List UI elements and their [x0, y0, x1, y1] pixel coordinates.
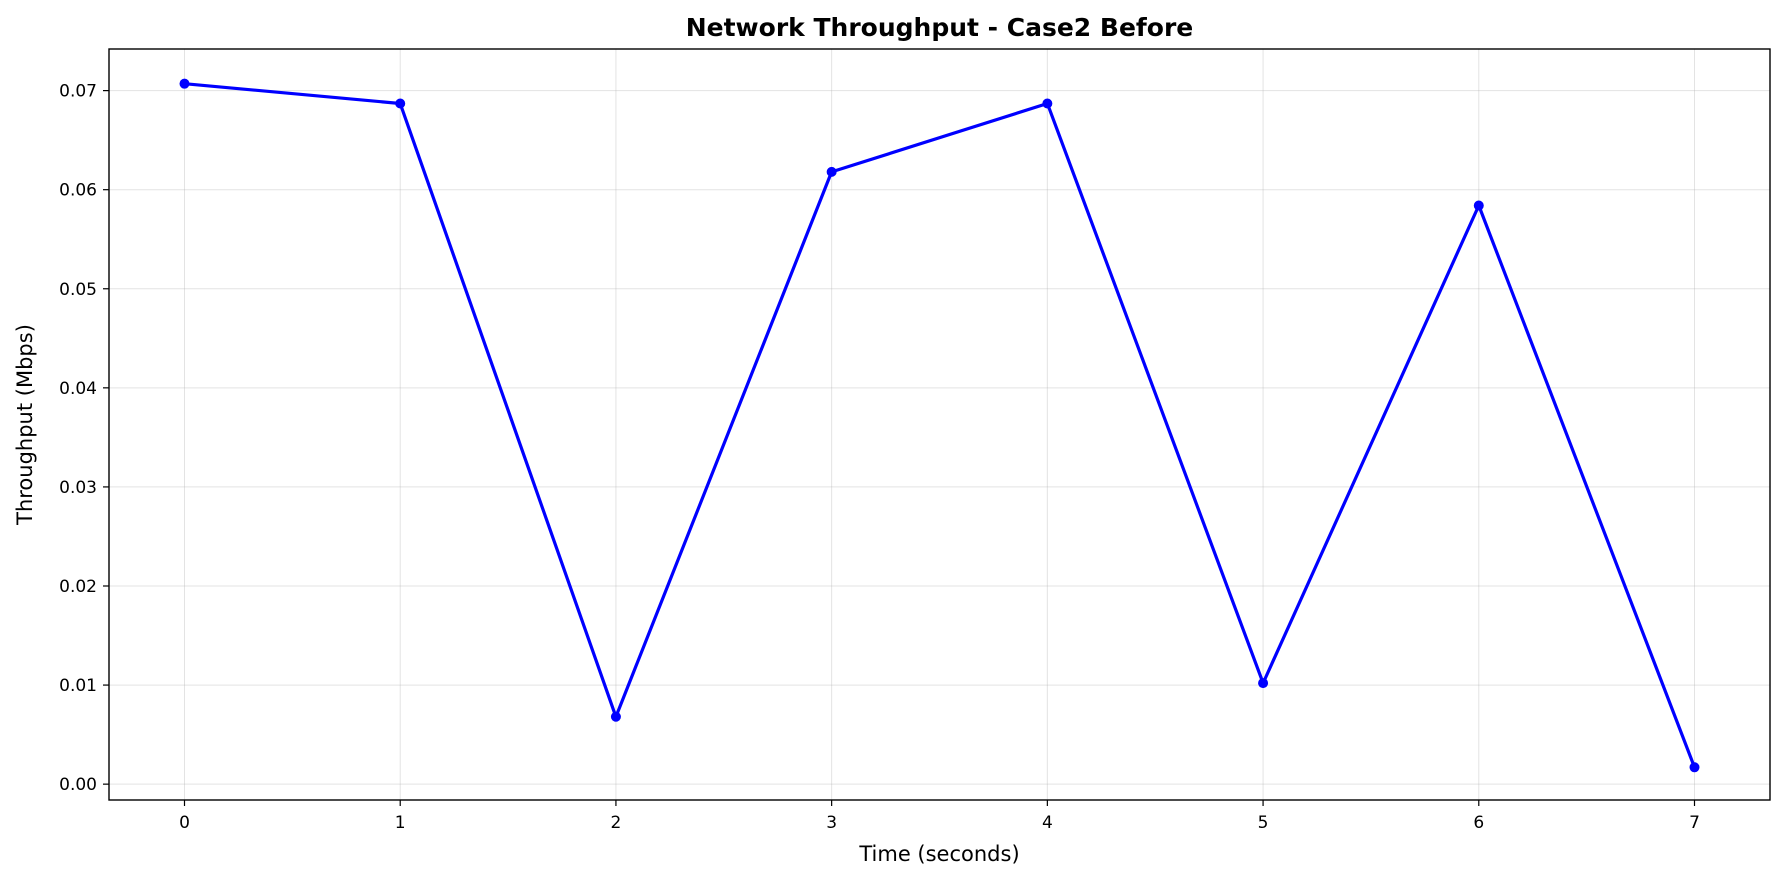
- x-tick-label: 7: [1689, 813, 1700, 833]
- y-tick-label: 0.01: [59, 676, 97, 696]
- data-point: [1258, 678, 1269, 689]
- data-point: [826, 166, 837, 177]
- x-tick-label: 6: [1473, 813, 1484, 833]
- grid-lines: [109, 49, 1770, 800]
- y-tick-label: 0.02: [59, 577, 97, 597]
- data-point: [1042, 98, 1053, 109]
- y-tick-label: 0.03: [59, 478, 97, 498]
- y-tick-label: 0.06: [59, 181, 97, 201]
- x-tick-label: 1: [395, 813, 406, 833]
- y-tick-label: 0.04: [59, 379, 97, 399]
- x-tick-label: 2: [611, 813, 622, 833]
- data-point: [1473, 200, 1484, 211]
- plot-frame: [108, 48, 1771, 801]
- y-tick-label: 0.07: [59, 82, 97, 102]
- data-point: [610, 711, 621, 722]
- x-tick-label: 4: [1042, 813, 1053, 833]
- x-axis-label: Time (seconds): [858, 842, 1019, 866]
- chart-title: Network Throughput - Case2 Before: [686, 13, 1194, 42]
- x-tick-label: 0: [179, 813, 190, 833]
- data-point: [1689, 762, 1700, 773]
- data-point: [179, 78, 190, 89]
- x-tick-label: 3: [826, 813, 837, 833]
- data-point: [395, 98, 406, 109]
- y-tick-label: 0.00: [59, 775, 97, 795]
- y-tick-label: 0.05: [59, 280, 97, 300]
- series-layer: [179, 78, 1700, 773]
- series-line: [184, 82, 1696, 768]
- y-axis-label: Throughput (Mbps): [13, 324, 37, 526]
- x-tick-label: 5: [1258, 813, 1269, 833]
- axis-ticks: 0 1 2 3 4 5 6 7 0.00 0.01 0.02 0.03 0.04 0.05 0.06 0.07: [59, 82, 1700, 833]
